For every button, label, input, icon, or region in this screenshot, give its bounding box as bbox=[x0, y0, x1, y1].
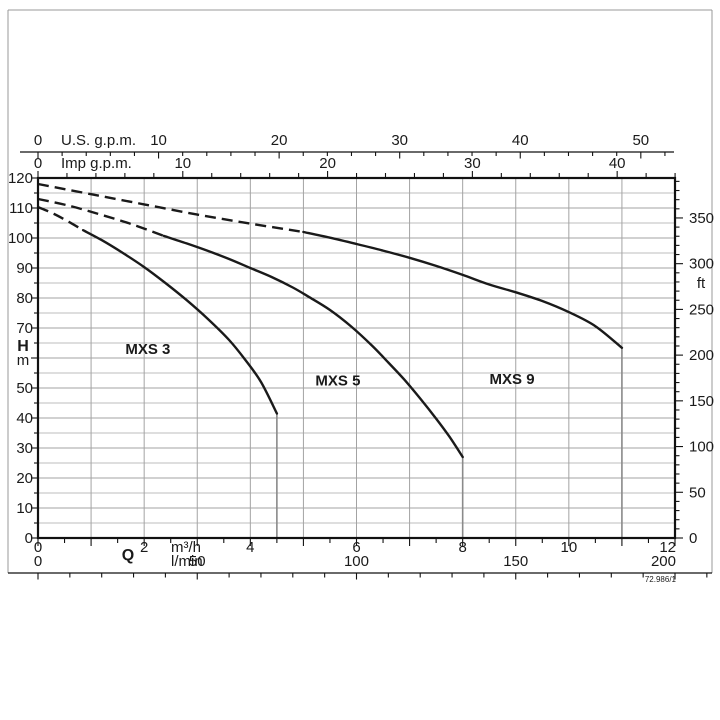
imp-gpm-tick-label: 30 bbox=[464, 155, 481, 172]
us-gpm-axis-title: U.S. g.p.m. bbox=[61, 132, 136, 149]
imp-gpm-tick-label: 10 bbox=[174, 155, 191, 172]
ft-tick-label: 50 bbox=[689, 484, 706, 501]
m3h-tick-label: 0 bbox=[34, 539, 42, 556]
h-tick-label: 100 bbox=[8, 230, 33, 247]
m3h-tick-label: 2 bbox=[140, 539, 148, 556]
h-tick-label: 110 bbox=[9, 200, 33, 217]
m3h-tick-label: 4 bbox=[246, 539, 254, 556]
q-axis-symbol: Q bbox=[122, 547, 134, 564]
curve-label-mxs-5: MXS 5 bbox=[315, 373, 360, 390]
us-gpm-tick-label: 30 bbox=[391, 132, 408, 149]
h-tick-label: 30 bbox=[16, 440, 33, 457]
curve-label-mxs-9: MXS 9 bbox=[490, 371, 535, 388]
curve-label-mxs-3: MXS 3 bbox=[125, 341, 170, 358]
ft-tick-label: 200 bbox=[689, 347, 714, 364]
us-gpm-tick-label: 20 bbox=[271, 132, 288, 149]
m3h-tick-label: 6 bbox=[352, 539, 360, 556]
ft-tick-label: 150 bbox=[689, 393, 714, 410]
h-tick-label: 40 bbox=[16, 410, 33, 427]
h-axis-symbol: H bbox=[17, 338, 29, 355]
tick-label-layer: 0102030405070809010011012005010015020025… bbox=[8, 132, 714, 570]
m3h-tick-label: 8 bbox=[458, 539, 466, 556]
us-gpm-tick-label: 0 bbox=[34, 132, 42, 149]
grid-layer bbox=[38, 178, 675, 538]
m3h-tick-label: 12 bbox=[659, 539, 676, 556]
axis-tick-layer bbox=[8, 151, 712, 580]
drop-line-layer bbox=[276, 347, 623, 538]
curve-mxs-3-solid bbox=[81, 229, 279, 415]
imp-gpm-axis-title: Imp g.p.m. bbox=[61, 155, 132, 172]
imp-gpm-tick-label: 40 bbox=[609, 155, 626, 172]
ft-tick-label: 100 bbox=[689, 439, 714, 456]
h-tick-label: 20 bbox=[16, 470, 33, 487]
lmin-tick-label: 150 bbox=[503, 553, 528, 570]
curve-mxs-9-solid bbox=[302, 230, 624, 349]
us-gpm-tick-label: 50 bbox=[632, 132, 649, 149]
ft-tick-label: 300 bbox=[689, 256, 714, 273]
imp-gpm-tick-label: 0 bbox=[34, 155, 42, 172]
lmin-tick-label: 50 bbox=[189, 553, 206, 570]
ft-tick-label: 0 bbox=[689, 530, 697, 547]
lmin-tick-label: 100 bbox=[344, 553, 369, 570]
lmin-tick-label: 200 bbox=[651, 553, 676, 570]
imp-gpm-tick-label: 20 bbox=[319, 155, 336, 172]
curve-layer bbox=[37, 182, 624, 459]
us-gpm-tick-label: 40 bbox=[512, 132, 529, 149]
us-gpm-tick-label: 10 bbox=[150, 132, 167, 149]
q-axis-unit-lmin: l/min bbox=[171, 553, 203, 570]
h-tick-label: 10 bbox=[16, 500, 33, 517]
curve-mxs-5-solid bbox=[162, 234, 464, 459]
q-axis-unit-m3h: m³/h bbox=[171, 539, 201, 556]
h-tick-label: 0 bbox=[25, 530, 33, 547]
drawing-number: 72.986/1 bbox=[645, 575, 677, 584]
curve-mxs-3-dashed bbox=[37, 205, 84, 232]
page-frame bbox=[7, 9, 713, 573]
h-tick-label: 70 bbox=[16, 320, 33, 337]
h-tick-label: 120 bbox=[8, 170, 33, 187]
series-label-layer: MXS 3 MXS 5 MXS 9 bbox=[125, 341, 534, 390]
h-tick-label: 80 bbox=[16, 290, 33, 307]
m3h-tick-label: 10 bbox=[560, 539, 577, 556]
ft-tick-label: 250 bbox=[689, 301, 714, 318]
lmin-tick-label: 0 bbox=[34, 553, 42, 570]
h-axis-unit: m bbox=[17, 352, 30, 369]
curve-mxs-5-dashed bbox=[37, 197, 165, 238]
h-tick-label: 90 bbox=[16, 260, 33, 277]
ft-axis-unit: ft bbox=[697, 275, 706, 292]
ft-tick-label: 350 bbox=[689, 210, 714, 227]
h-tick-label: 50 bbox=[16, 380, 33, 397]
